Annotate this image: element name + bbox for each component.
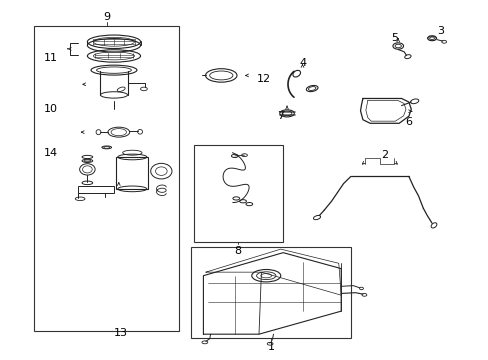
Text: 11: 11 [44,53,58,63]
Text: 4: 4 [298,58,305,68]
Text: 5: 5 [390,33,397,43]
Text: 6: 6 [405,117,411,126]
Text: 12: 12 [256,74,270,84]
Bar [34,26,179,330]
Bar [191,247,350,338]
Text: 2: 2 [380,150,387,160]
Text: 3: 3 [436,26,443,36]
Text: 7: 7 [277,111,284,121]
Text: 9: 9 [103,12,110,22]
Text: 13: 13 [114,328,128,338]
Bar [78,186,114,193]
Text: 14: 14 [44,148,58,158]
Text: 1: 1 [267,342,274,352]
Text: 8: 8 [234,246,241,256]
Bar [116,157,147,189]
Bar [193,145,283,242]
Text: 10: 10 [44,104,58,114]
